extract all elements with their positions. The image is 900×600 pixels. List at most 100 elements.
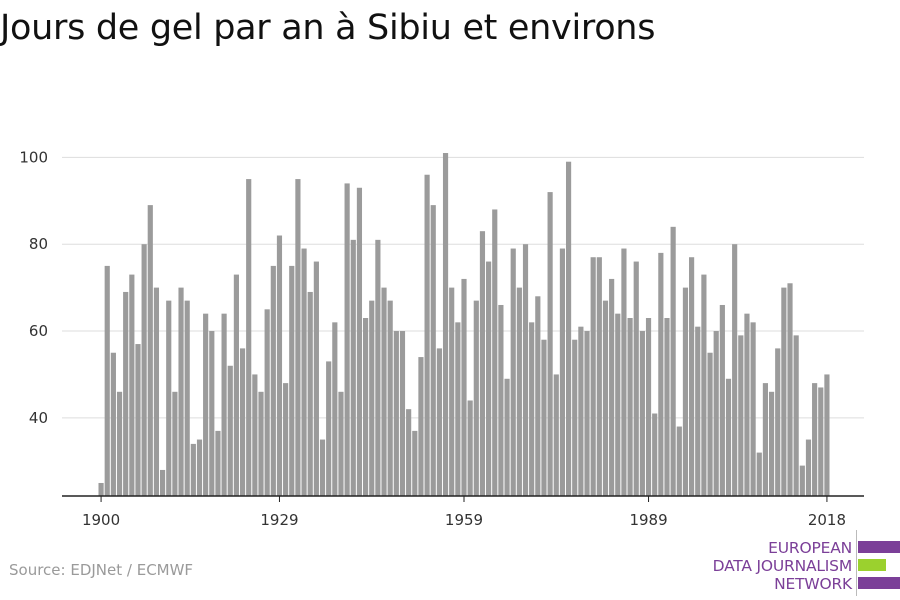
x-tick-label-1929: 1929 xyxy=(260,511,298,529)
logo-divider xyxy=(856,530,857,596)
bar-1918 xyxy=(209,331,215,496)
bar-1944 xyxy=(369,300,375,496)
x-tick-label-2018: 2018 xyxy=(808,511,846,529)
bar-1935 xyxy=(313,261,319,496)
bar-1985 xyxy=(621,248,627,496)
bar-1954 xyxy=(430,205,436,496)
bar-1920 xyxy=(221,313,227,496)
bar-1973 xyxy=(547,192,553,496)
bar-1981 xyxy=(596,257,602,496)
bar-1945 xyxy=(375,239,381,496)
bar-1902 xyxy=(110,352,116,496)
bar-2006 xyxy=(750,322,756,496)
bar-1903 xyxy=(116,391,123,496)
bar-1906 xyxy=(135,344,141,496)
logo-line-1: EUROPEAN xyxy=(768,539,852,557)
bar-1992 xyxy=(664,318,670,496)
source-note: Source: EDJNet / ECMWF xyxy=(9,561,194,579)
bar-2001 xyxy=(719,304,725,496)
bar-1960 xyxy=(467,400,473,496)
bar-1928 xyxy=(270,265,276,496)
bar-1925 xyxy=(252,374,258,496)
bar-2018 xyxy=(824,374,830,496)
logo-bar-1 xyxy=(858,541,900,553)
bar-1915 xyxy=(190,443,196,496)
bar-1936 xyxy=(319,439,326,496)
bar-2011 xyxy=(781,287,787,496)
bar-1922 xyxy=(233,274,239,496)
x-tick-label-1989: 1989 xyxy=(629,511,667,529)
bar-1946 xyxy=(381,287,387,496)
edjnet-logo: EUROPEAN DATA JOURNALISM NETWORK xyxy=(690,530,900,596)
bar-2012 xyxy=(787,283,793,496)
bar-1970 xyxy=(529,322,535,496)
bar-1963 xyxy=(486,261,492,496)
bar-1923 xyxy=(239,348,246,496)
bar-1950 xyxy=(406,409,412,496)
bar-1913 xyxy=(178,287,184,496)
bar-1941 xyxy=(350,239,356,496)
bar-1977 xyxy=(572,339,578,496)
bar-1901 xyxy=(104,265,110,496)
bar-1927 xyxy=(264,309,270,496)
bar-1996 xyxy=(689,257,695,496)
bar-1978 xyxy=(578,326,584,496)
logo-line-2: DATA JOURNALISM xyxy=(712,557,853,575)
bar-1959 xyxy=(461,278,467,496)
bar-1991 xyxy=(658,252,664,496)
bar-1930 xyxy=(283,383,289,496)
bar-1937 xyxy=(326,361,332,496)
bar-1982 xyxy=(602,300,609,496)
bar-2017 xyxy=(818,387,824,496)
bar-2013 xyxy=(793,335,799,496)
bar-1911 xyxy=(166,300,172,496)
bar-1956 xyxy=(442,153,449,496)
bar-1900 xyxy=(98,482,104,496)
bar-1910 xyxy=(160,469,166,496)
bar-2007 xyxy=(756,452,762,496)
bar-1955 xyxy=(436,348,442,496)
bar-1958 xyxy=(455,322,461,496)
bar-1912 xyxy=(172,391,178,496)
y-tick-label-60: 60 xyxy=(29,322,48,340)
bar-1934 xyxy=(307,291,313,496)
bar-1947 xyxy=(387,300,393,496)
bar-1968 xyxy=(516,287,522,496)
bar-1961 xyxy=(473,300,479,496)
bar-2014 xyxy=(799,465,805,496)
bar-1971 xyxy=(535,296,541,496)
logo-line-3: NETWORK xyxy=(774,575,852,593)
bar-1972 xyxy=(541,339,547,496)
bar-2002 xyxy=(725,378,732,496)
x-axis-labels: 1900 1929 1959 1989 2018 xyxy=(82,511,846,529)
bar-1984 xyxy=(615,313,621,496)
bar-1990 xyxy=(652,413,658,496)
bar-1979 xyxy=(584,331,590,496)
bar-1988 xyxy=(639,331,645,496)
bar-1986 xyxy=(627,318,633,496)
bar-1957 xyxy=(449,287,455,496)
bar-1953 xyxy=(424,174,430,497)
bar-1919 xyxy=(215,430,221,496)
bar-1914 xyxy=(184,300,190,496)
bar-1976 xyxy=(565,161,572,496)
bar-1933 xyxy=(301,248,307,496)
bar-1997 xyxy=(695,326,701,496)
bar-1908 xyxy=(147,205,153,496)
bar-1995 xyxy=(682,287,689,496)
bar-1917 xyxy=(203,313,209,496)
bar-2015 xyxy=(805,439,812,496)
bar-1951 xyxy=(412,430,418,496)
chart-title: Jours de gel par an à Sibiu et environs xyxy=(0,8,656,48)
bar-1965 xyxy=(498,304,504,496)
bar-1962 xyxy=(479,231,486,497)
bar-1975 xyxy=(559,248,566,496)
bar-1998 xyxy=(701,274,707,496)
bar-1966 xyxy=(504,378,510,496)
bar-1967 xyxy=(510,248,516,496)
bar-1993 xyxy=(670,226,676,496)
bar-1916 xyxy=(196,439,203,496)
y-tick-label-100: 100 xyxy=(19,148,48,166)
bar-1932 xyxy=(295,179,301,496)
y-tick-label-40: 40 xyxy=(29,409,48,427)
